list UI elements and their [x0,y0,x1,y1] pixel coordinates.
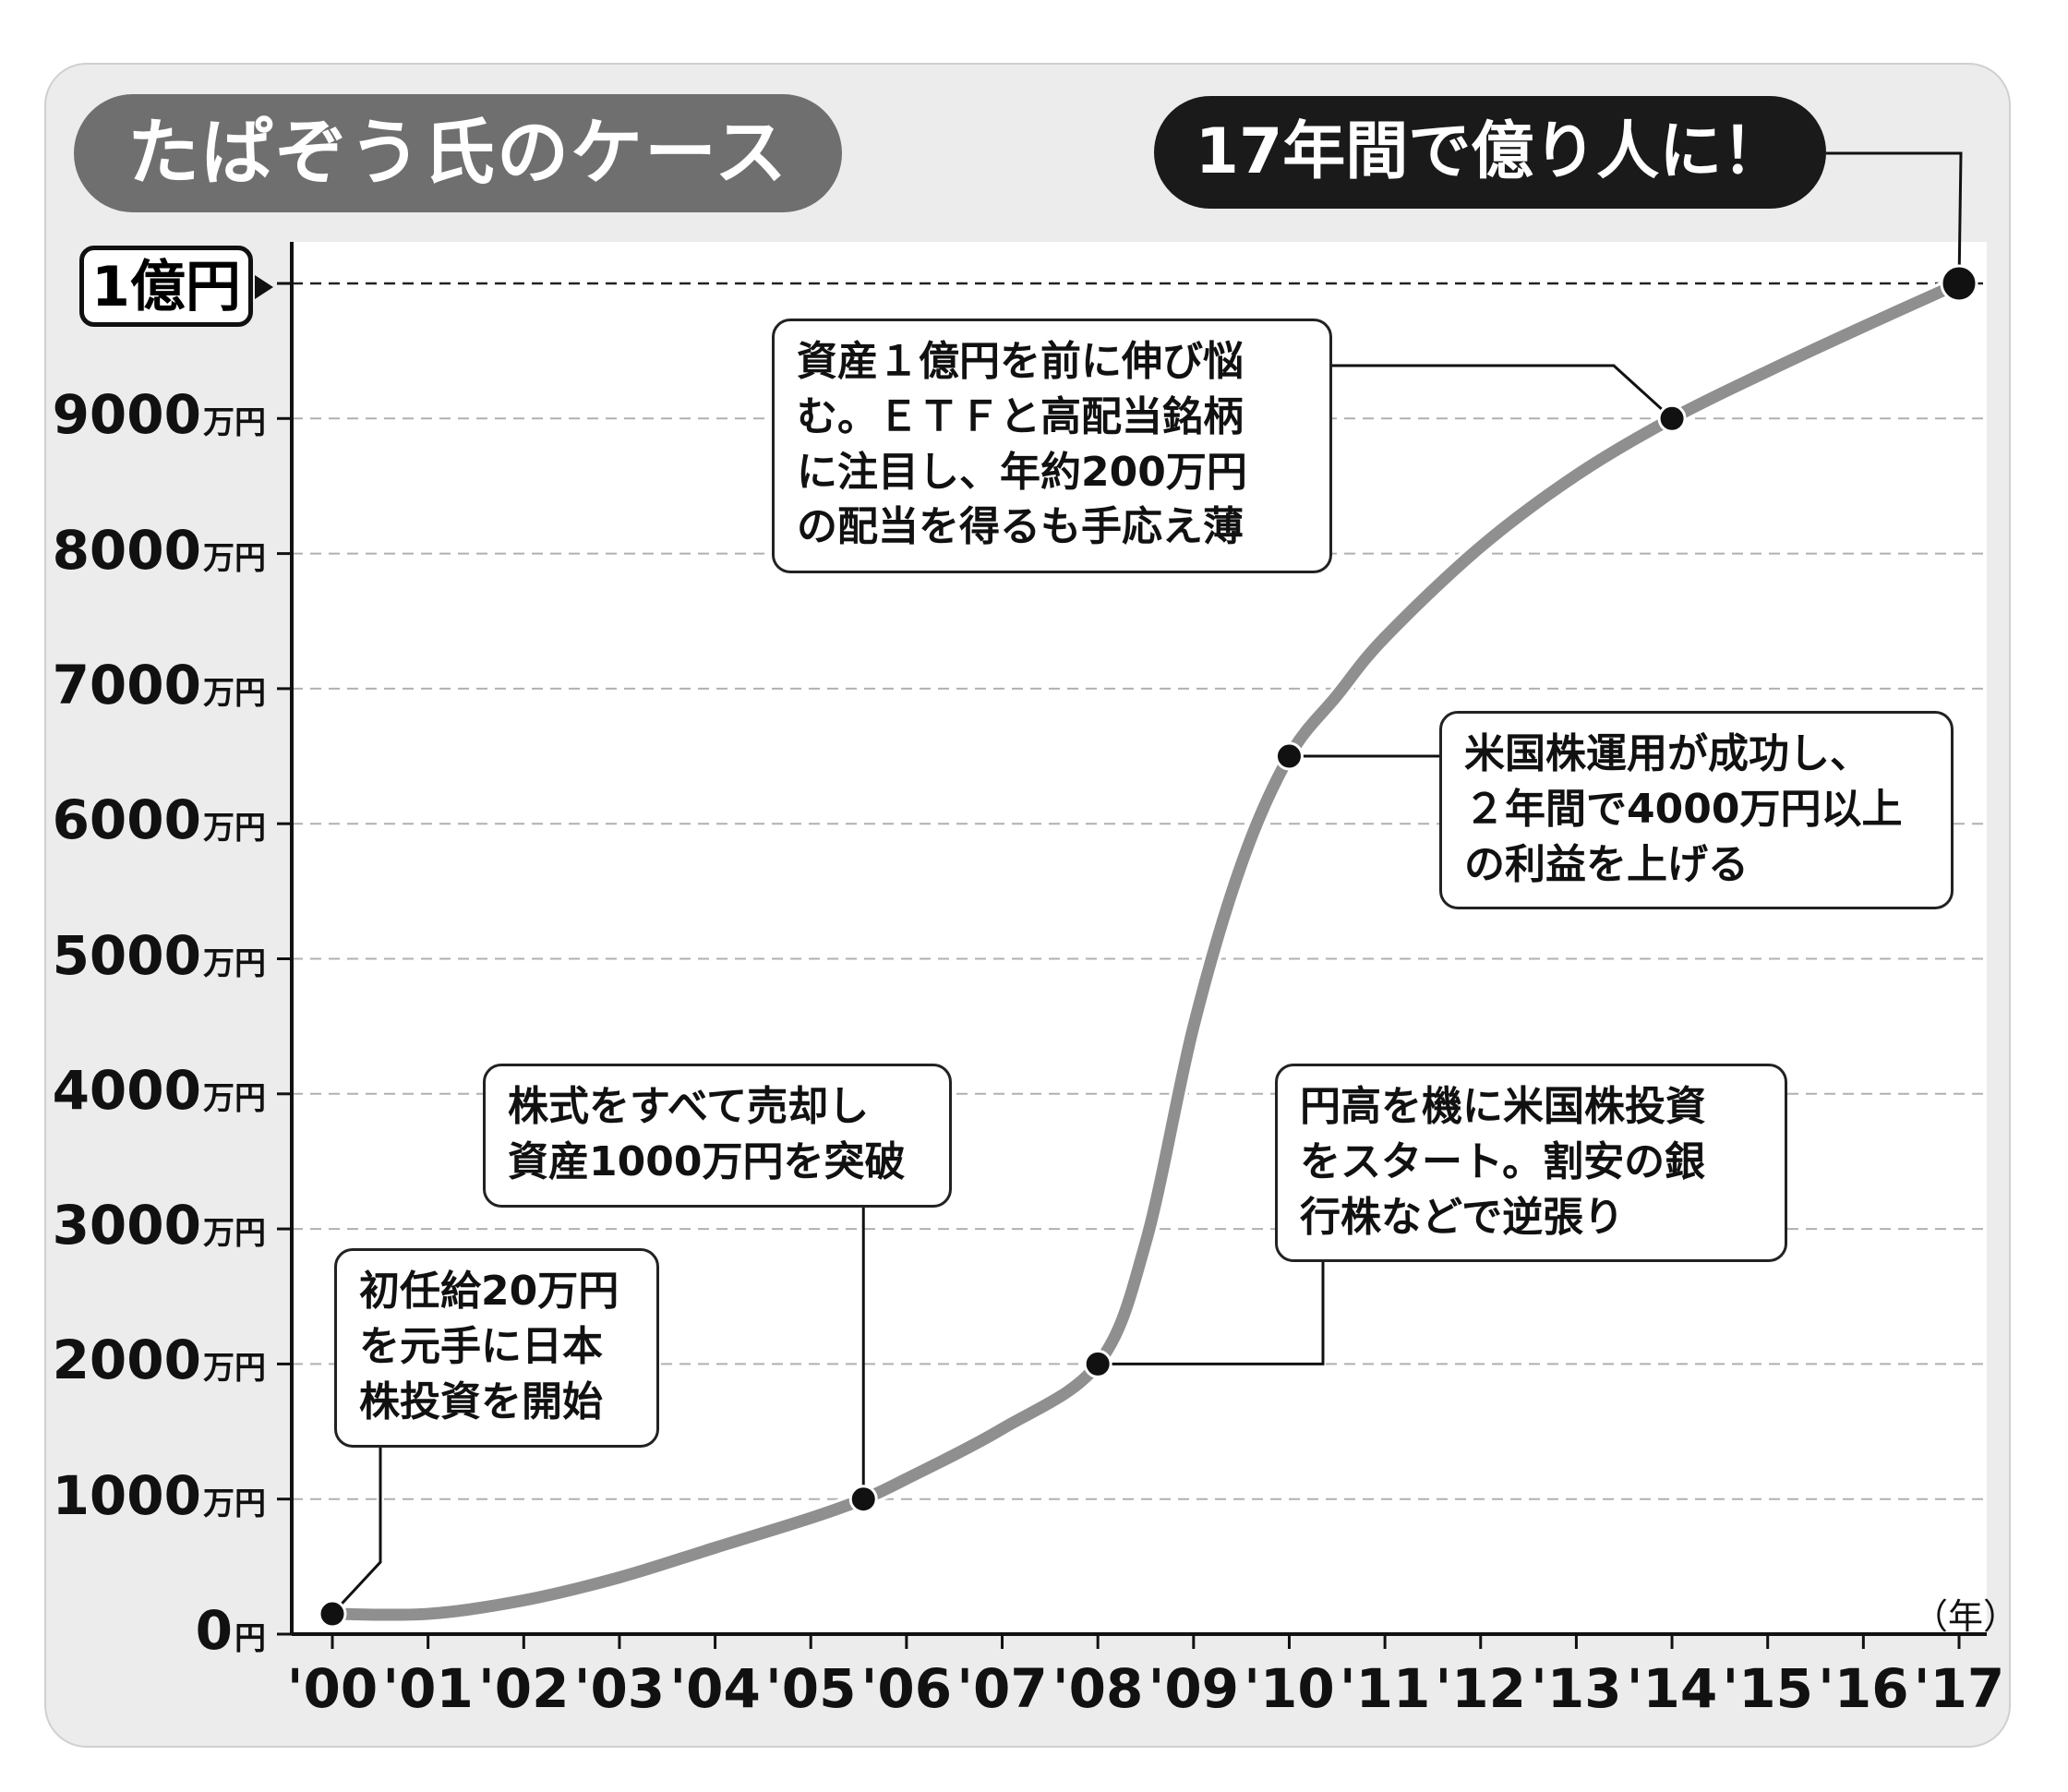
y-tick-value: 5000 [52,923,201,987]
series-line [326,277,1966,1621]
x-tick-label: '03 [573,1657,666,1720]
x-tick-label: '13 [1531,1657,1622,1720]
y-tick-value: 2000 [52,1329,201,1392]
data-point-marker [848,1485,878,1514]
y-tick-unit: 万円 [203,1485,266,1522]
x-tick-label: '06 [860,1657,953,1720]
chart-title: たぱぞう氏のケース [74,94,842,212]
y-tick-unit: 円 [234,1620,266,1657]
annotation-us-stocks-success: 米国株運用が成功し、 ２年間で4000万円以上 の利益を上げる [1439,711,1954,909]
y-tick-value: 1000 [52,1463,201,1527]
y-tick-value: 9000 [52,383,201,447]
data-point-marker [1657,403,1687,433]
annotation-plateau: 資産１億円を前に伸び悩 む。ＥＴＦと高配当銘柄 に注目し、年約200万円 の配当… [772,319,1332,573]
y-tick-label: 8000万円 [53,519,266,582]
annotation-sell-stocks: 株式をすべて売却し 資産1000万円を突破 [483,1064,952,1208]
x-tick-label: '10 [1244,1657,1335,1720]
y-tick-value: 4000 [52,1058,201,1122]
y-tick-label: 6000万円 [53,788,266,851]
y-tick-label: 3000万円 [53,1194,266,1257]
annotation-leader-line [331,1448,382,1616]
y-tick-unit: 万円 [203,404,266,442]
y-tick-value: 6000 [52,788,201,852]
y-tick-unit: 万円 [203,810,266,848]
one-oku-yen-label: 1億円 [79,246,253,327]
y-tick-label: 7000万円 [53,654,266,716]
x-tick-label: '17 [1913,1657,2005,1720]
annotation-us-stocks-start: 円高を機に米国株投資 をスタート。割安の銀 行株などで逆張り [1275,1064,1787,1262]
data-point-marker [1274,741,1304,771]
y-tick-label: 5000万円 [53,924,266,987]
x-tick-label: '11 [1339,1657,1431,1720]
x-tick-label: '15 [1722,1657,1813,1720]
x-tick-label: '04 [669,1657,761,1720]
x-tick-label: '00 [286,1657,379,1720]
y-tick-unit: 万円 [203,944,266,982]
x-tick-label: '02 [478,1657,570,1720]
y-tick-unit: 万円 [203,1215,266,1253]
annotation-leader-line [1098,1262,1325,1365]
annotation-leader-line [1826,151,1963,284]
y-tick-unit: 万円 [203,1079,266,1117]
y-tick-label: 4000万円 [53,1059,266,1122]
headline-badge: 17年間で億り人に！ [1154,96,1826,209]
y-tick-label: 1000万円 [53,1464,266,1527]
y-tick-unit: 万円 [203,1350,266,1388]
y-tick-label: 0円 [196,1599,266,1662]
x-tick-label: '14 [1626,1657,1718,1720]
x-tick-label: '12 [1435,1657,1526,1720]
annotation-start: 初任給20万円 を元手に日本 株投資を開始 [334,1248,659,1448]
x-tick-label: '05 [764,1657,857,1720]
y-tick-unit: 万円 [203,539,266,577]
x-tick-label: '07 [956,1657,1048,1720]
data-point-marker [318,1599,347,1629]
y-tick-value: 0 [195,1599,233,1662]
y-tick-label: 2000万円 [53,1329,266,1391]
x-tick-label: '09 [1148,1657,1240,1720]
y-tick-label: 9000万円 [53,383,266,446]
x-axis-unit: （年） [1913,1596,2019,1637]
x-tick-label: '16 [1818,1657,1909,1720]
y-tick-value: 7000 [52,653,201,716]
x-tick-label: '08 [1052,1657,1144,1720]
annotation-leader-line [1332,364,1674,420]
y-tick-value: 8000 [52,518,201,582]
x-tick-label: '01 [382,1657,474,1720]
y-tick-unit: 万円 [203,674,266,712]
data-point-marker [1083,1349,1112,1378]
data-point-marker [1940,264,1978,303]
y-tick-value: 3000 [52,1194,201,1257]
oku-pointer-icon [255,275,273,299]
